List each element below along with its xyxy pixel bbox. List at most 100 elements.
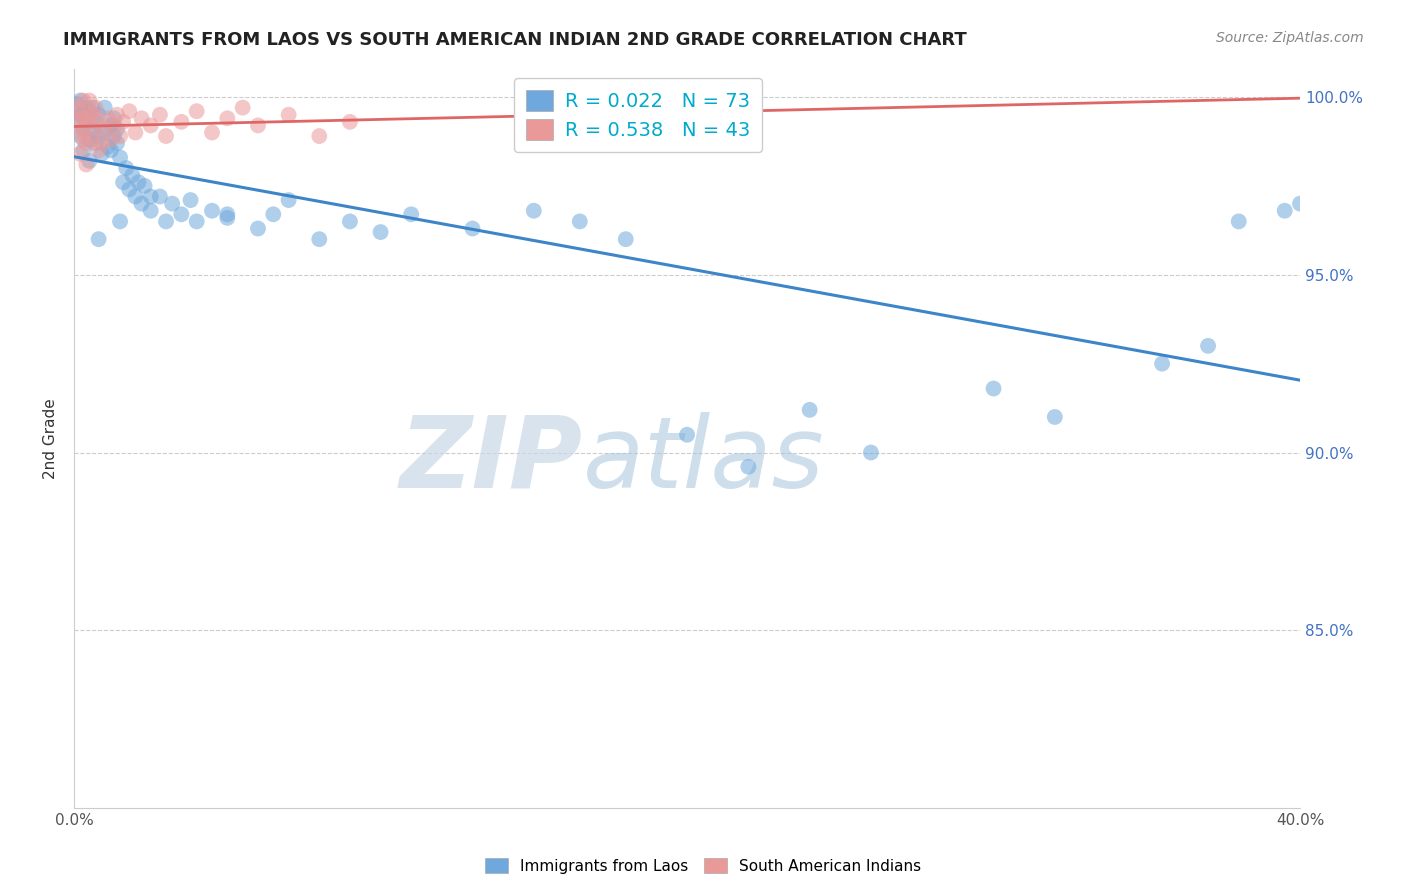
Text: Source: ZipAtlas.com: Source: ZipAtlas.com <box>1216 31 1364 45</box>
Point <box>308 129 330 144</box>
Point <box>100 119 122 133</box>
Text: IMMIGRANTS FROM LAOS VS SOUTH AMERICAN INDIAN 2ND GRADE CORRELATION CHART: IMMIGRANTS FROM LAOS VS SOUTH AMERICAN I… <box>63 31 967 49</box>
Point <box>79 133 101 147</box>
Point <box>155 129 177 144</box>
Point <box>72 122 94 136</box>
Point <box>115 161 138 175</box>
Point <box>139 119 162 133</box>
Point <box>170 115 193 129</box>
Point <box>84 101 107 115</box>
Text: ZIP: ZIP <box>399 412 583 509</box>
Point <box>186 104 208 119</box>
Point <box>84 136 107 151</box>
Point <box>262 207 284 221</box>
Point <box>69 104 91 119</box>
Point <box>983 382 1005 396</box>
Point <box>79 108 101 122</box>
Point <box>614 232 637 246</box>
Point <box>217 207 239 221</box>
Legend: Immigrants from Laos, South American Indians: Immigrants from Laos, South American Ind… <box>479 852 927 880</box>
Point <box>112 175 135 189</box>
Point <box>72 104 94 119</box>
Point <box>72 94 94 108</box>
Point <box>399 207 422 221</box>
Point <box>66 112 89 126</box>
Point <box>799 402 821 417</box>
Point <box>1197 339 1219 353</box>
Text: atlas: atlas <box>583 412 824 509</box>
Point <box>103 112 125 126</box>
Point <box>69 129 91 144</box>
Point <box>108 129 131 144</box>
Point <box>66 115 89 129</box>
Point <box>69 126 91 140</box>
Point <box>69 108 91 122</box>
Point <box>201 126 224 140</box>
Point <box>170 207 193 221</box>
Point <box>131 196 153 211</box>
Point <box>1227 214 1250 228</box>
Point <box>66 97 89 112</box>
Point <box>112 115 135 129</box>
Point <box>232 101 254 115</box>
Point <box>93 122 115 136</box>
Point <box>186 214 208 228</box>
Point <box>1289 196 1312 211</box>
Point <box>277 108 299 122</box>
Point <box>217 112 239 126</box>
Point <box>201 203 224 218</box>
Point <box>97 112 120 126</box>
Point <box>1274 203 1296 218</box>
Point <box>100 133 122 147</box>
Point <box>75 115 97 129</box>
Point <box>93 126 115 140</box>
Point <box>93 101 115 115</box>
Point <box>72 122 94 136</box>
Point <box>87 232 110 246</box>
Point <box>118 182 141 196</box>
Point <box>75 157 97 171</box>
Point <box>84 115 107 129</box>
Point <box>124 189 146 203</box>
Point <box>339 214 361 228</box>
Point <box>103 119 125 133</box>
Point <box>155 214 177 228</box>
Point <box>69 94 91 108</box>
Point <box>90 146 112 161</box>
Point <box>139 203 162 218</box>
Point <box>523 203 546 218</box>
Point <box>180 193 202 207</box>
Point <box>72 143 94 157</box>
Point <box>72 112 94 126</box>
Point <box>246 119 269 133</box>
Point <box>87 108 110 122</box>
Point <box>105 108 128 122</box>
Point <box>1043 409 1066 424</box>
Point <box>124 126 146 140</box>
Point <box>1152 357 1174 371</box>
Legend: R = 0.022   N = 73, R = 0.538   N = 43: R = 0.022 N = 73, R = 0.538 N = 43 <box>515 78 762 152</box>
Point <box>87 143 110 157</box>
Point <box>217 211 239 225</box>
Point <box>370 225 392 239</box>
Point <box>82 133 104 147</box>
Point <box>339 115 361 129</box>
Point <box>308 232 330 246</box>
Point <box>97 140 120 154</box>
Point <box>79 94 101 108</box>
Point <box>75 136 97 151</box>
Point <box>676 427 699 442</box>
Point <box>100 143 122 157</box>
Point <box>139 189 162 203</box>
Point <box>131 112 153 126</box>
Point <box>127 175 149 189</box>
Point <box>82 122 104 136</box>
Point <box>105 122 128 136</box>
Point <box>69 146 91 161</box>
Point <box>108 150 131 164</box>
Point <box>105 136 128 151</box>
Point <box>121 168 143 182</box>
Point <box>79 104 101 119</box>
Point <box>568 214 591 228</box>
Point <box>66 101 89 115</box>
